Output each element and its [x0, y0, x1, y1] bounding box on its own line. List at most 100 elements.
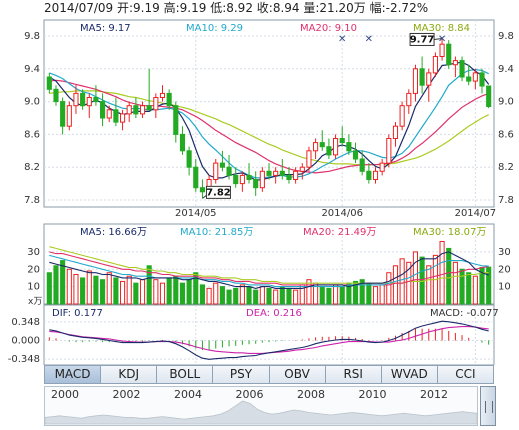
candle: [352, 142, 359, 164]
tab-macd[interactable]: MACD: [45, 366, 102, 383]
volume-ma30-label: MA30: 18.07万: [413, 227, 486, 238]
volume-bar: [306, 279, 312, 305]
timeline-year-label: 2012: [420, 388, 448, 401]
annot-low-pointer: [202, 194, 207, 199]
candle: [333, 134, 339, 159]
volume-bar: [386, 272, 392, 305]
tab-obv[interactable]: OBV: [270, 366, 326, 383]
macd-lines: [49, 320, 489, 360]
quote-low-label: 低:: [210, 1, 226, 15]
candle-body: [213, 162, 219, 181]
candle: [459, 56, 465, 82]
candle-body: [246, 174, 252, 180]
candle-body: [426, 72, 432, 86]
candle: [139, 101, 146, 118]
timeline-navigator[interactable]: 2000 2002 2004 2006 2008 2010 2012: [44, 386, 478, 426]
volume-bar: [153, 279, 159, 305]
volume-bar: [466, 272, 472, 305]
candle-body: [299, 166, 305, 172]
candle-body: [286, 174, 292, 180]
candle: [86, 93, 92, 118]
candle-body: [479, 72, 485, 87]
volume-bar: [319, 286, 325, 305]
volume-bar: [259, 286, 265, 305]
candle: [306, 146, 312, 172]
candle-body: [273, 170, 279, 176]
volume-bar: [253, 289, 259, 305]
volume-bar: [119, 280, 126, 305]
volume-ma5-line: [49, 251, 489, 289]
tab-boll[interactable]: BOLL: [157, 366, 214, 383]
volume-bar: [53, 265, 59, 305]
volume-bar: [159, 282, 166, 305]
candle-body: [439, 43, 445, 58]
volume-bar: [286, 287, 292, 305]
tab-kdj[interactable]: KDJ: [101, 366, 158, 383]
candle: [226, 154, 232, 180]
candle-body: [199, 187, 205, 193]
volume-bar: [213, 282, 219, 305]
candle: [359, 150, 365, 176]
volume-bar: [472, 275, 478, 305]
kline-y-tick-left: 9.0: [24, 97, 40, 108]
kline-x-tick: 2014/06: [321, 208, 363, 219]
candle: [219, 150, 225, 172]
volume-bar: [233, 287, 239, 305]
candle: [479, 68, 485, 94]
candle-body: [126, 105, 132, 115]
candle-body: [119, 113, 126, 123]
kline-x-tick: 2014/07: [455, 208, 497, 219]
candle-body: [80, 92, 86, 107]
volume-y-tick-right: 20: [498, 264, 511, 275]
candle-body: [486, 85, 492, 108]
candle-body: [306, 150, 312, 168]
tab-cci[interactable]: CCI: [455, 367, 476, 381]
candle: [286, 167, 292, 184]
volume-bar: [412, 251, 419, 305]
volume-bar: [146, 265, 152, 305]
candle: [366, 163, 372, 184]
kline-y-tick-right: 8.6: [498, 129, 514, 140]
timeline-scroll-handle[interactable]: [480, 386, 496, 426]
candle-body: [412, 68, 419, 94]
quote-chg-label: 幅:: [370, 0, 386, 15]
tab-rsi[interactable]: RSI: [326, 366, 382, 383]
macd-dif-line: [49, 320, 489, 360]
candle-body: [253, 179, 259, 189]
candle: [259, 167, 265, 192]
candle: [239, 171, 245, 192]
macd-y-tick: 0.000: [11, 336, 40, 347]
volume-bar: [352, 280, 359, 305]
volume-bar: [439, 240, 445, 305]
candle: [179, 126, 186, 155]
quote-low: 8.92: [226, 1, 253, 15]
candle: [313, 138, 319, 159]
candle-body: [466, 76, 472, 82]
volume-ma20-label: MA20: 21.49万: [303, 227, 376, 238]
candle-body: [93, 97, 99, 103]
volume-bar: [46, 272, 52, 305]
candle: [233, 167, 239, 188]
candle: [372, 167, 379, 184]
volume-y-axis: 30 30 20 20 10 10: [27, 247, 510, 293]
timeline-year-label: 2008: [297, 388, 325, 401]
tab-wvad[interactable]: WVAD: [382, 366, 438, 383]
annot-low-box: [205, 185, 231, 199]
volume-bar: [359, 279, 365, 305]
candle-body: [392, 125, 399, 139]
candle: [46, 72, 52, 94]
candle-body: [386, 138, 392, 164]
candle: [246, 163, 252, 184]
volume-bar: [379, 284, 385, 305]
candle-body: [193, 166, 199, 189]
candle-body: [139, 105, 146, 115]
timeline-year-label: 2002: [112, 388, 141, 401]
tab-psy[interactable]: PSY: [213, 366, 270, 383]
kline-y-tick-right: 9.0: [498, 97, 514, 108]
candle: [173, 101, 179, 143]
candle: [153, 93, 159, 118]
candle-body: [326, 146, 332, 156]
candle: [146, 68, 152, 111]
candle: [186, 146, 192, 176]
candle: [432, 52, 438, 77]
